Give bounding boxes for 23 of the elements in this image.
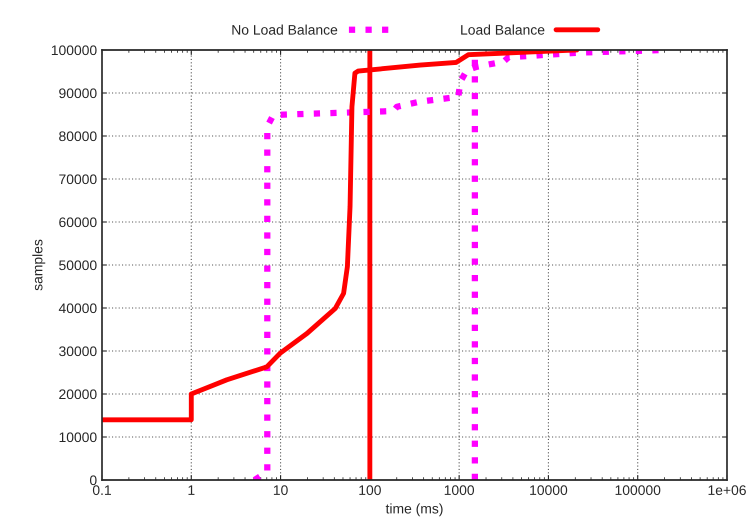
legend-label: No Load Balance bbox=[232, 24, 338, 35]
y-tick-label: 10000 bbox=[60, 432, 97, 442]
x-tick-label: 10000 bbox=[530, 485, 568, 496]
x-axis-title: time (ms) bbox=[386, 503, 443, 516]
x-tick-label: 1000 bbox=[444, 485, 474, 496]
y-tick-label: 70000 bbox=[59, 174, 97, 184]
y-tick-label: 40000 bbox=[58, 303, 97, 314]
y-tick-label: 30000 bbox=[59, 346, 97, 356]
y-tick-label: 20000 bbox=[59, 389, 97, 400]
y-axis-title: samples bbox=[32, 240, 46, 290]
y-tick-label: 0 bbox=[90, 475, 97, 486]
legend-label: Load Balance bbox=[461, 24, 544, 35]
x-tick-label: 100 bbox=[359, 485, 381, 496]
y-tick-label: 80000 bbox=[59, 131, 97, 142]
x-tick-label: 10 bbox=[274, 485, 288, 496]
y-tick-label: 50000 bbox=[59, 260, 97, 270]
x-tick-label: 100000 bbox=[616, 485, 660, 496]
x-tick-label: 1e+06 bbox=[708, 485, 746, 496]
x-tick-label: 1 bbox=[188, 485, 194, 495]
y-tick-label: 60000 bbox=[59, 217, 97, 228]
y-tick-label: 100000 bbox=[52, 45, 97, 56]
y-tick-label: 90000 bbox=[59, 88, 97, 98]
x-tick-label: 0.1 bbox=[92, 485, 111, 496]
